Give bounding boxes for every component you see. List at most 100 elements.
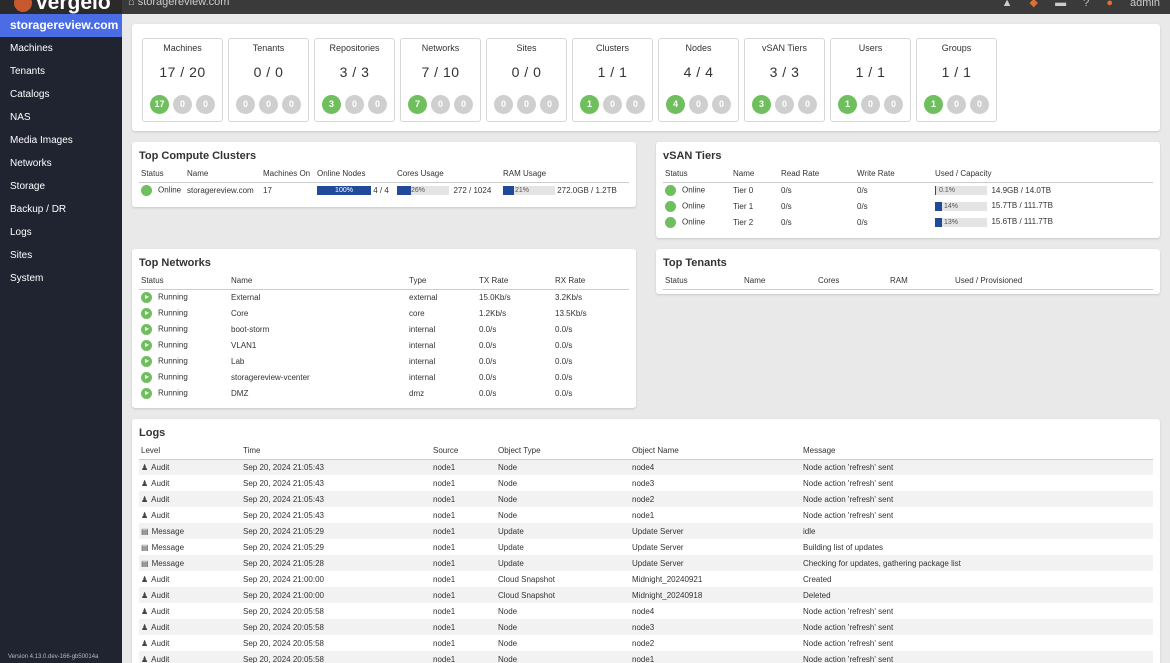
column-header[interactable]: Message [801, 445, 1153, 460]
network-name[interactable]: DMZ [231, 388, 249, 398]
error-count-badge[interactable]: 0 [712, 95, 731, 114]
column-header[interactable]: Object Type [496, 445, 630, 460]
column-header[interactable]: Object Name [630, 445, 801, 460]
error-count-badge[interactable]: 0 [970, 95, 989, 114]
warning-count-badge[interactable]: 0 [517, 95, 536, 114]
sidebar-item-tenants[interactable]: Tenants [10, 66, 46, 77]
table-row[interactable]: ♟ Audit Sep 20, 2024 20:05:58 node1 Node node… [139, 651, 1153, 663]
warning-count-badge[interactable]: 0 [861, 95, 880, 114]
bell-icon[interactable]: ▲ [1001, 0, 1013, 9]
warning-count-badge[interactable]: 0 [173, 95, 192, 114]
error-count-badge[interactable]: 0 [540, 95, 559, 114]
table-row[interactable]: Running Core core 1.2Kb/s 13.5Kb/s [139, 305, 629, 321]
error-count-badge[interactable]: 0 [798, 95, 817, 114]
alert-icon[interactable]: ◆ [1029, 0, 1038, 9]
table-row[interactable]: ♟ Audit Sep 20, 2024 21:00:00 node1 Cloud Sn… [139, 587, 1153, 603]
sidebar-item-logs[interactable]: Logs [10, 227, 32, 238]
error-count-badge[interactable]: 0 [368, 95, 387, 114]
column-header[interactable]: RAM Usage [501, 168, 629, 183]
sidebar-item-media-images[interactable]: Media Images [10, 135, 73, 146]
column-header[interactable]: Machines On [261, 168, 315, 183]
user-name[interactable]: admin [1130, 0, 1160, 9]
sidebar-item-catalogs[interactable]: Catalogs [10, 89, 50, 100]
error-count-badge[interactable]: 0 [454, 95, 473, 114]
error-count-badge[interactable]: 0 [626, 95, 645, 114]
online-count-badge[interactable]: 0 [236, 95, 255, 114]
column-header[interactable]: Status [663, 168, 731, 183]
column-header[interactable]: Read Rate [779, 168, 855, 183]
home-icon[interactable]: ⌂ [128, 0, 138, 8]
table-row[interactable]: ♟ Audit Sep 20, 2024 21:05:43 node1 Node node… [139, 507, 1153, 523]
table-row[interactable]: Running boot-storm internal 0.0/s 0.0/s [139, 321, 629, 337]
breadcrumb[interactable]: ⌂ storagereview.com [128, 0, 229, 8]
column-header[interactable]: TX Rate [477, 275, 553, 290]
network-name[interactable]: storagereview-vcenter [231, 372, 310, 382]
warning-count-badge[interactable]: 0 [947, 95, 966, 114]
online-count-badge[interactable]: 17 [150, 95, 169, 114]
count-card-machines[interactable]: Machines 17 / 20 17 0 0 [142, 38, 223, 122]
table-row[interactable]: ♟ Audit Sep 20, 2024 21:05:43 node1 Node node… [139, 491, 1153, 507]
column-header[interactable]: Name [185, 168, 261, 183]
table-row[interactable]: ♟ Audit Sep 20, 2024 20:05:58 node1 Node node… [139, 619, 1153, 635]
column-header[interactable]: Status [663, 275, 742, 290]
table-row[interactable]: ♟ Audit Sep 20, 2024 21:00:00 node1 Cloud Sn… [139, 571, 1153, 587]
warning-count-badge[interactable]: 0 [431, 95, 450, 114]
warning-count-badge[interactable]: 0 [345, 95, 364, 114]
sidebar-item-machines[interactable]: Machines [10, 43, 53, 54]
sidebar-item-nas[interactable]: NAS [10, 112, 31, 123]
column-header[interactable]: Name [229, 275, 407, 290]
table-row[interactable]: Running External external 15.0Kb/s 3.2Kb/s [139, 289, 629, 305]
error-count-badge[interactable]: 0 [196, 95, 215, 114]
table-row[interactable]: ▤ Message Sep 20, 2024 21:05:29 node1 Update… [139, 539, 1153, 555]
warning-count-badge[interactable]: 0 [259, 95, 278, 114]
table-row[interactable]: Online storagereview.com 17 100% 4 / 4 2… [139, 182, 629, 198]
online-count-badge[interactable]: 3 [752, 95, 771, 114]
table-row[interactable]: Online Tier 0 0/s 0/s 0.1% 14.9GB / 14.0… [663, 182, 1153, 198]
tier-name[interactable]: Tier 0 [733, 185, 754, 195]
column-header[interactable]: Time [241, 445, 431, 460]
table-row[interactable]: ♟ Audit Sep 20, 2024 21:05:43 node1 Node node… [139, 459, 1153, 475]
online-count-badge[interactable]: 1 [580, 95, 599, 114]
column-header[interactable]: Name [731, 168, 779, 183]
table-row[interactable]: Online Tier 1 0/s 0/s 14% 15.7TB / 111.7… [663, 198, 1153, 214]
help-icon[interactable]: ? [1083, 0, 1090, 9]
table-row[interactable]: Running DMZ dmz 0.0/s 0.0/s [139, 385, 629, 401]
warning-count-badge[interactable]: 0 [603, 95, 622, 114]
column-header[interactable]: Cores [816, 275, 888, 290]
column-header[interactable]: Online Nodes [315, 168, 395, 183]
cluster-name[interactable]: storagereview.com [187, 185, 254, 195]
table-row[interactable]: ▤ Message Sep 20, 2024 21:05:28 node1 Update… [139, 555, 1153, 571]
sidebar-item-system[interactable]: System [10, 273, 44, 284]
table-row[interactable]: Running Lab internal 0.0/s 0.0/s [139, 353, 629, 369]
messages-icon[interactable]: ▬ [1055, 0, 1067, 9]
column-header[interactable]: Type [407, 275, 477, 290]
brand-logo[interactable]: vergeio [0, 0, 122, 14]
warning-count-badge[interactable]: 0 [689, 95, 708, 114]
column-header[interactable]: Write Rate [855, 168, 933, 183]
error-count-badge[interactable]: 0 [282, 95, 301, 114]
column-header[interactable]: Cores Usage [395, 168, 501, 183]
user-icon[interactable]: ● [1106, 0, 1113, 9]
network-name[interactable]: Lab [231, 356, 245, 366]
online-count-badge[interactable]: 7 [408, 95, 427, 114]
online-count-badge[interactable]: 4 [666, 95, 685, 114]
table-row[interactable]: ♟ Audit Sep 20, 2024 20:05:58 node1 Node node… [139, 603, 1153, 619]
network-name[interactable]: boot-storm [231, 324, 270, 334]
network-name[interactable]: External [231, 292, 261, 302]
network-name[interactable]: Core [231, 308, 249, 318]
online-count-badge[interactable]: 0 [494, 95, 513, 114]
table-row[interactable]: ♟ Audit Sep 20, 2024 21:05:43 node1 Node node… [139, 475, 1153, 491]
network-name[interactable]: VLAN1 [231, 340, 257, 350]
sidebar-item-networks[interactable]: Networks [10, 158, 52, 169]
sidebar-item-backup-dr[interactable]: Backup / DR [10, 204, 67, 215]
table-row[interactable]: Online Tier 2 0/s 0/s 13% 15.6TB / 111.7… [663, 214, 1153, 230]
warning-count-badge[interactable]: 0 [775, 95, 794, 114]
